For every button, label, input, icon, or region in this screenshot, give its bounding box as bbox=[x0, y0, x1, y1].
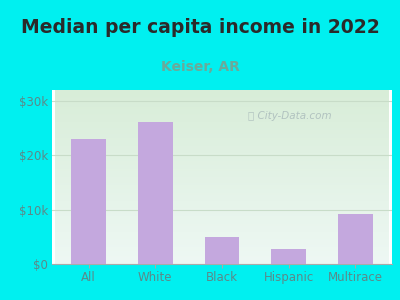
Bar bbox=[271, 249, 306, 264]
Bar bbox=[205, 237, 239, 264]
Bar bbox=[71, 139, 106, 264]
Bar bbox=[138, 122, 173, 264]
Text: Keiser, AR: Keiser, AR bbox=[160, 60, 240, 74]
Text: ⓘ City-Data.com: ⓘ City-Data.com bbox=[248, 111, 332, 121]
Text: Median per capita income in 2022: Median per capita income in 2022 bbox=[21, 18, 379, 37]
Bar bbox=[338, 214, 373, 264]
